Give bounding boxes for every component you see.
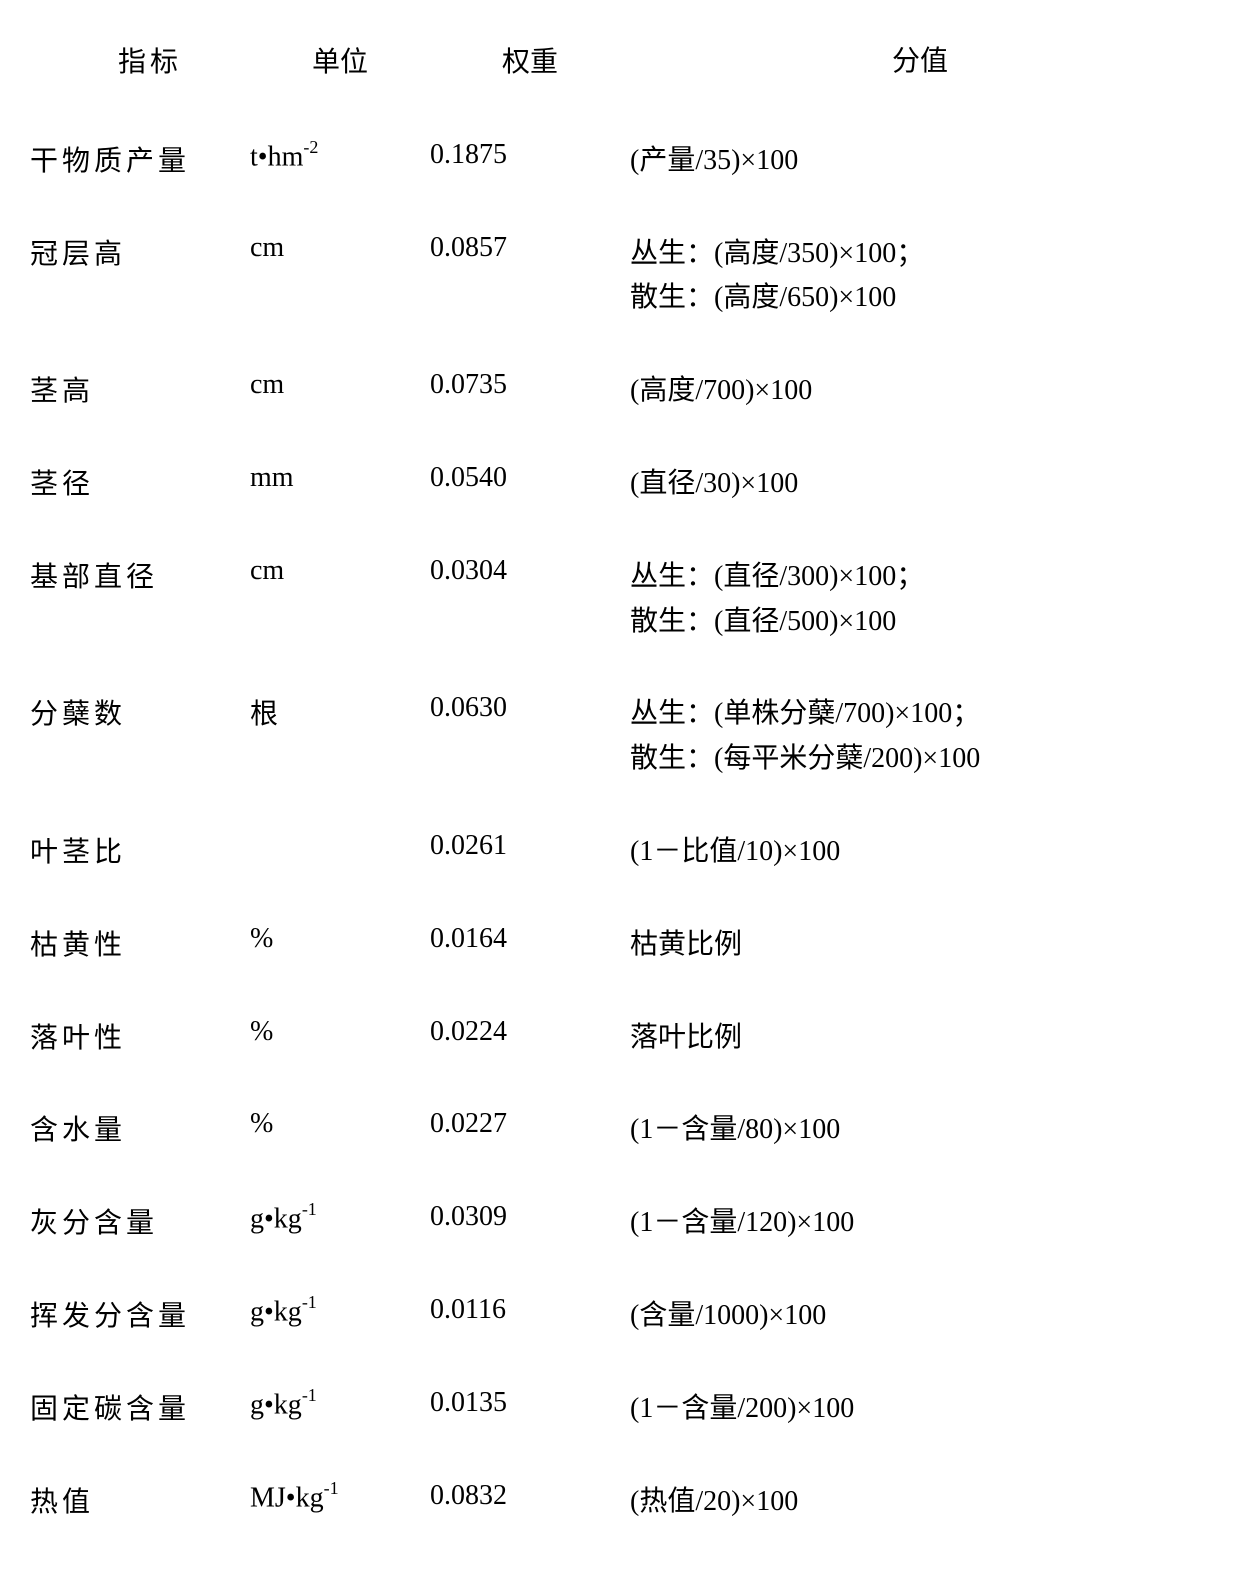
table-header-row: 指标 单位 权重 分值 <box>30 20 1210 115</box>
score-line: (直径/30)×100 <box>630 462 1210 507</box>
cell-weight: 0.0135 <box>430 1387 630 1419</box>
header-unit: 单位 <box>250 40 430 85</box>
cell-score: 丛生：(单株分蘖/700)×100；散生：(每平米分蘖/200)×100 <box>630 692 1210 782</box>
score-line: 散生：(高度/650)×100 <box>630 276 1210 321</box>
cell-weight: 0.0630 <box>430 692 630 724</box>
table-row: 落叶性%0.0224落叶比例 <box>30 992 1210 1085</box>
cell-score: (1－比值/10)×100 <box>630 830 1210 875</box>
table-row: 基部直径cm0.0304丛生：(直径/300)×100；散生：(直径/500)×… <box>30 531 1210 669</box>
header-weight: 权重 <box>430 40 630 85</box>
cell-indicator: 冠层高 <box>30 232 250 272</box>
cell-unit: cm <box>250 232 430 264</box>
cell-weight: 0.0857 <box>430 232 630 264</box>
cell-weight: 0.0224 <box>430 1016 630 1048</box>
table-row: 固定碳含量g•kg-10.0135(1－含量/200)×100 <box>30 1363 1210 1456</box>
score-line: 丛生：(单株分蘖/700)×100； <box>630 692 1210 737</box>
cell-indicator: 茎径 <box>30 462 250 502</box>
score-line: (高度/700)×100 <box>630 369 1210 414</box>
cell-weight: 0.0116 <box>430 1294 630 1326</box>
cell-indicator: 落叶性 <box>30 1016 250 1056</box>
score-line: (1－含量/80)×100 <box>630 1108 1210 1153</box>
cell-score: (含量/1000)×100 <box>630 1294 1210 1339</box>
cell-unit: g•kg-1 <box>250 1294 430 1328</box>
cell-score: (产量/35)×100 <box>630 139 1210 184</box>
score-line: (热值/20)×100 <box>630 1480 1210 1525</box>
cell-indicator: 灰分含量 <box>30 1201 250 1241</box>
cell-indicator: 茎高 <box>30 369 250 409</box>
cell-indicator: 挥发分含量 <box>30 1294 250 1334</box>
table-row: 冠层高cm0.0857丛生：(高度/350)×100；散生：(高度/650)×1… <box>30 208 1210 346</box>
cell-score: 枯黄比例 <box>630 923 1210 968</box>
cell-weight: 0.1875 <box>430 139 630 171</box>
table-row: 茎径mm0.0540(直径/30)×100 <box>30 438 1210 531</box>
table-row: 挥发分含量g•kg-10.0116(含量/1000)×100 <box>30 1270 1210 1363</box>
table-row: 含水量%0.0227(1－含量/80)×100 <box>30 1084 1210 1177</box>
score-line: (产量/35)×100 <box>630 139 1210 184</box>
cell-weight: 0.0261 <box>430 830 630 862</box>
table-row: 叶茎比 0.0261(1－比值/10)×100 <box>30 806 1210 899</box>
header-indicator: 指标 <box>30 40 250 85</box>
cell-indicator: 枯黄性 <box>30 923 250 963</box>
cell-score: 丛生：(高度/350)×100；散生：(高度/650)×100 <box>630 232 1210 322</box>
score-line: 散生：(每平米分蘖/200)×100 <box>630 737 1210 782</box>
cell-weight: 0.0227 <box>430 1108 630 1140</box>
cell-indicator: 热值 <box>30 1480 250 1520</box>
cell-unit: mm <box>250 462 430 494</box>
table-row: 热值MJ•kg-10.0832(热值/20)×100 <box>30 1456 1210 1549</box>
cell-weight: 0.0832 <box>430 1480 630 1512</box>
cell-unit: g•kg-1 <box>250 1387 430 1421</box>
cell-score: (1－含量/80)×100 <box>630 1108 1210 1153</box>
cell-indicator: 基部直径 <box>30 555 250 595</box>
cell-unit: % <box>250 923 430 955</box>
score-line: (1－含量/120)×100 <box>630 1201 1210 1246</box>
cell-indicator: 分蘖数 <box>30 692 250 732</box>
cell-unit: 根 <box>250 692 430 732</box>
cell-unit: % <box>250 1016 430 1048</box>
cell-score: 丛生：(直径/300)×100；散生：(直径/500)×100 <box>630 555 1210 645</box>
score-line: (1－比值/10)×100 <box>630 830 1210 875</box>
cell-unit: cm <box>250 555 430 587</box>
cell-unit: g•kg-1 <box>250 1201 430 1235</box>
score-line: 枯黄比例 <box>630 923 1210 968</box>
score-line: 散生：(直径/500)×100 <box>630 600 1210 645</box>
cell-weight: 0.0309 <box>430 1201 630 1233</box>
table-row: 分蘖数根0.0630丛生：(单株分蘖/700)×100；散生：(每平米分蘖/20… <box>30 668 1210 806</box>
score-line: 丛生：(高度/350)×100； <box>630 232 1210 277</box>
cell-weight: 0.0164 <box>430 923 630 955</box>
table-row: 枯黄性%0.0164枯黄比例 <box>30 899 1210 992</box>
cell-unit: % <box>250 1108 430 1140</box>
evaluation-table: 指标 单位 权重 分值 干物质产量t•hm-20.1875(产量/35)×100… <box>30 20 1210 1548</box>
score-line: (含量/1000)×100 <box>630 1294 1210 1339</box>
cell-score: (高度/700)×100 <box>630 369 1210 414</box>
table-row: 灰分含量g•kg-10.0309(1－含量/120)×100 <box>30 1177 1210 1270</box>
cell-unit: cm <box>250 369 430 401</box>
cell-unit: MJ•kg-1 <box>250 1480 430 1514</box>
cell-indicator: 固定碳含量 <box>30 1387 250 1427</box>
cell-indicator: 含水量 <box>30 1108 250 1148</box>
cell-score: (1－含量/200)×100 <box>630 1387 1210 1432</box>
score-line: (1－含量/200)×100 <box>630 1387 1210 1432</box>
cell-weight: 0.0304 <box>430 555 630 587</box>
table-body: 干物质产量t•hm-20.1875(产量/35)×100冠层高cm0.0857丛… <box>30 115 1210 1549</box>
table-row: 茎高cm0.0735(高度/700)×100 <box>30 345 1210 438</box>
cell-weight: 0.0735 <box>430 369 630 401</box>
table-row: 干物质产量t•hm-20.1875(产量/35)×100 <box>30 115 1210 208</box>
cell-weight: 0.0540 <box>430 462 630 494</box>
cell-unit: t•hm-2 <box>250 139 430 173</box>
cell-indicator: 干物质产量 <box>30 139 250 179</box>
cell-score: (直径/30)×100 <box>630 462 1210 507</box>
cell-score: (热值/20)×100 <box>630 1480 1210 1525</box>
cell-score: (1－含量/120)×100 <box>630 1201 1210 1246</box>
cell-indicator: 叶茎比 <box>30 830 250 870</box>
header-score: 分值 <box>630 40 1210 85</box>
score-line: 丛生：(直径/300)×100； <box>630 555 1210 600</box>
cell-score: 落叶比例 <box>630 1016 1210 1061</box>
score-line: 落叶比例 <box>630 1016 1210 1061</box>
